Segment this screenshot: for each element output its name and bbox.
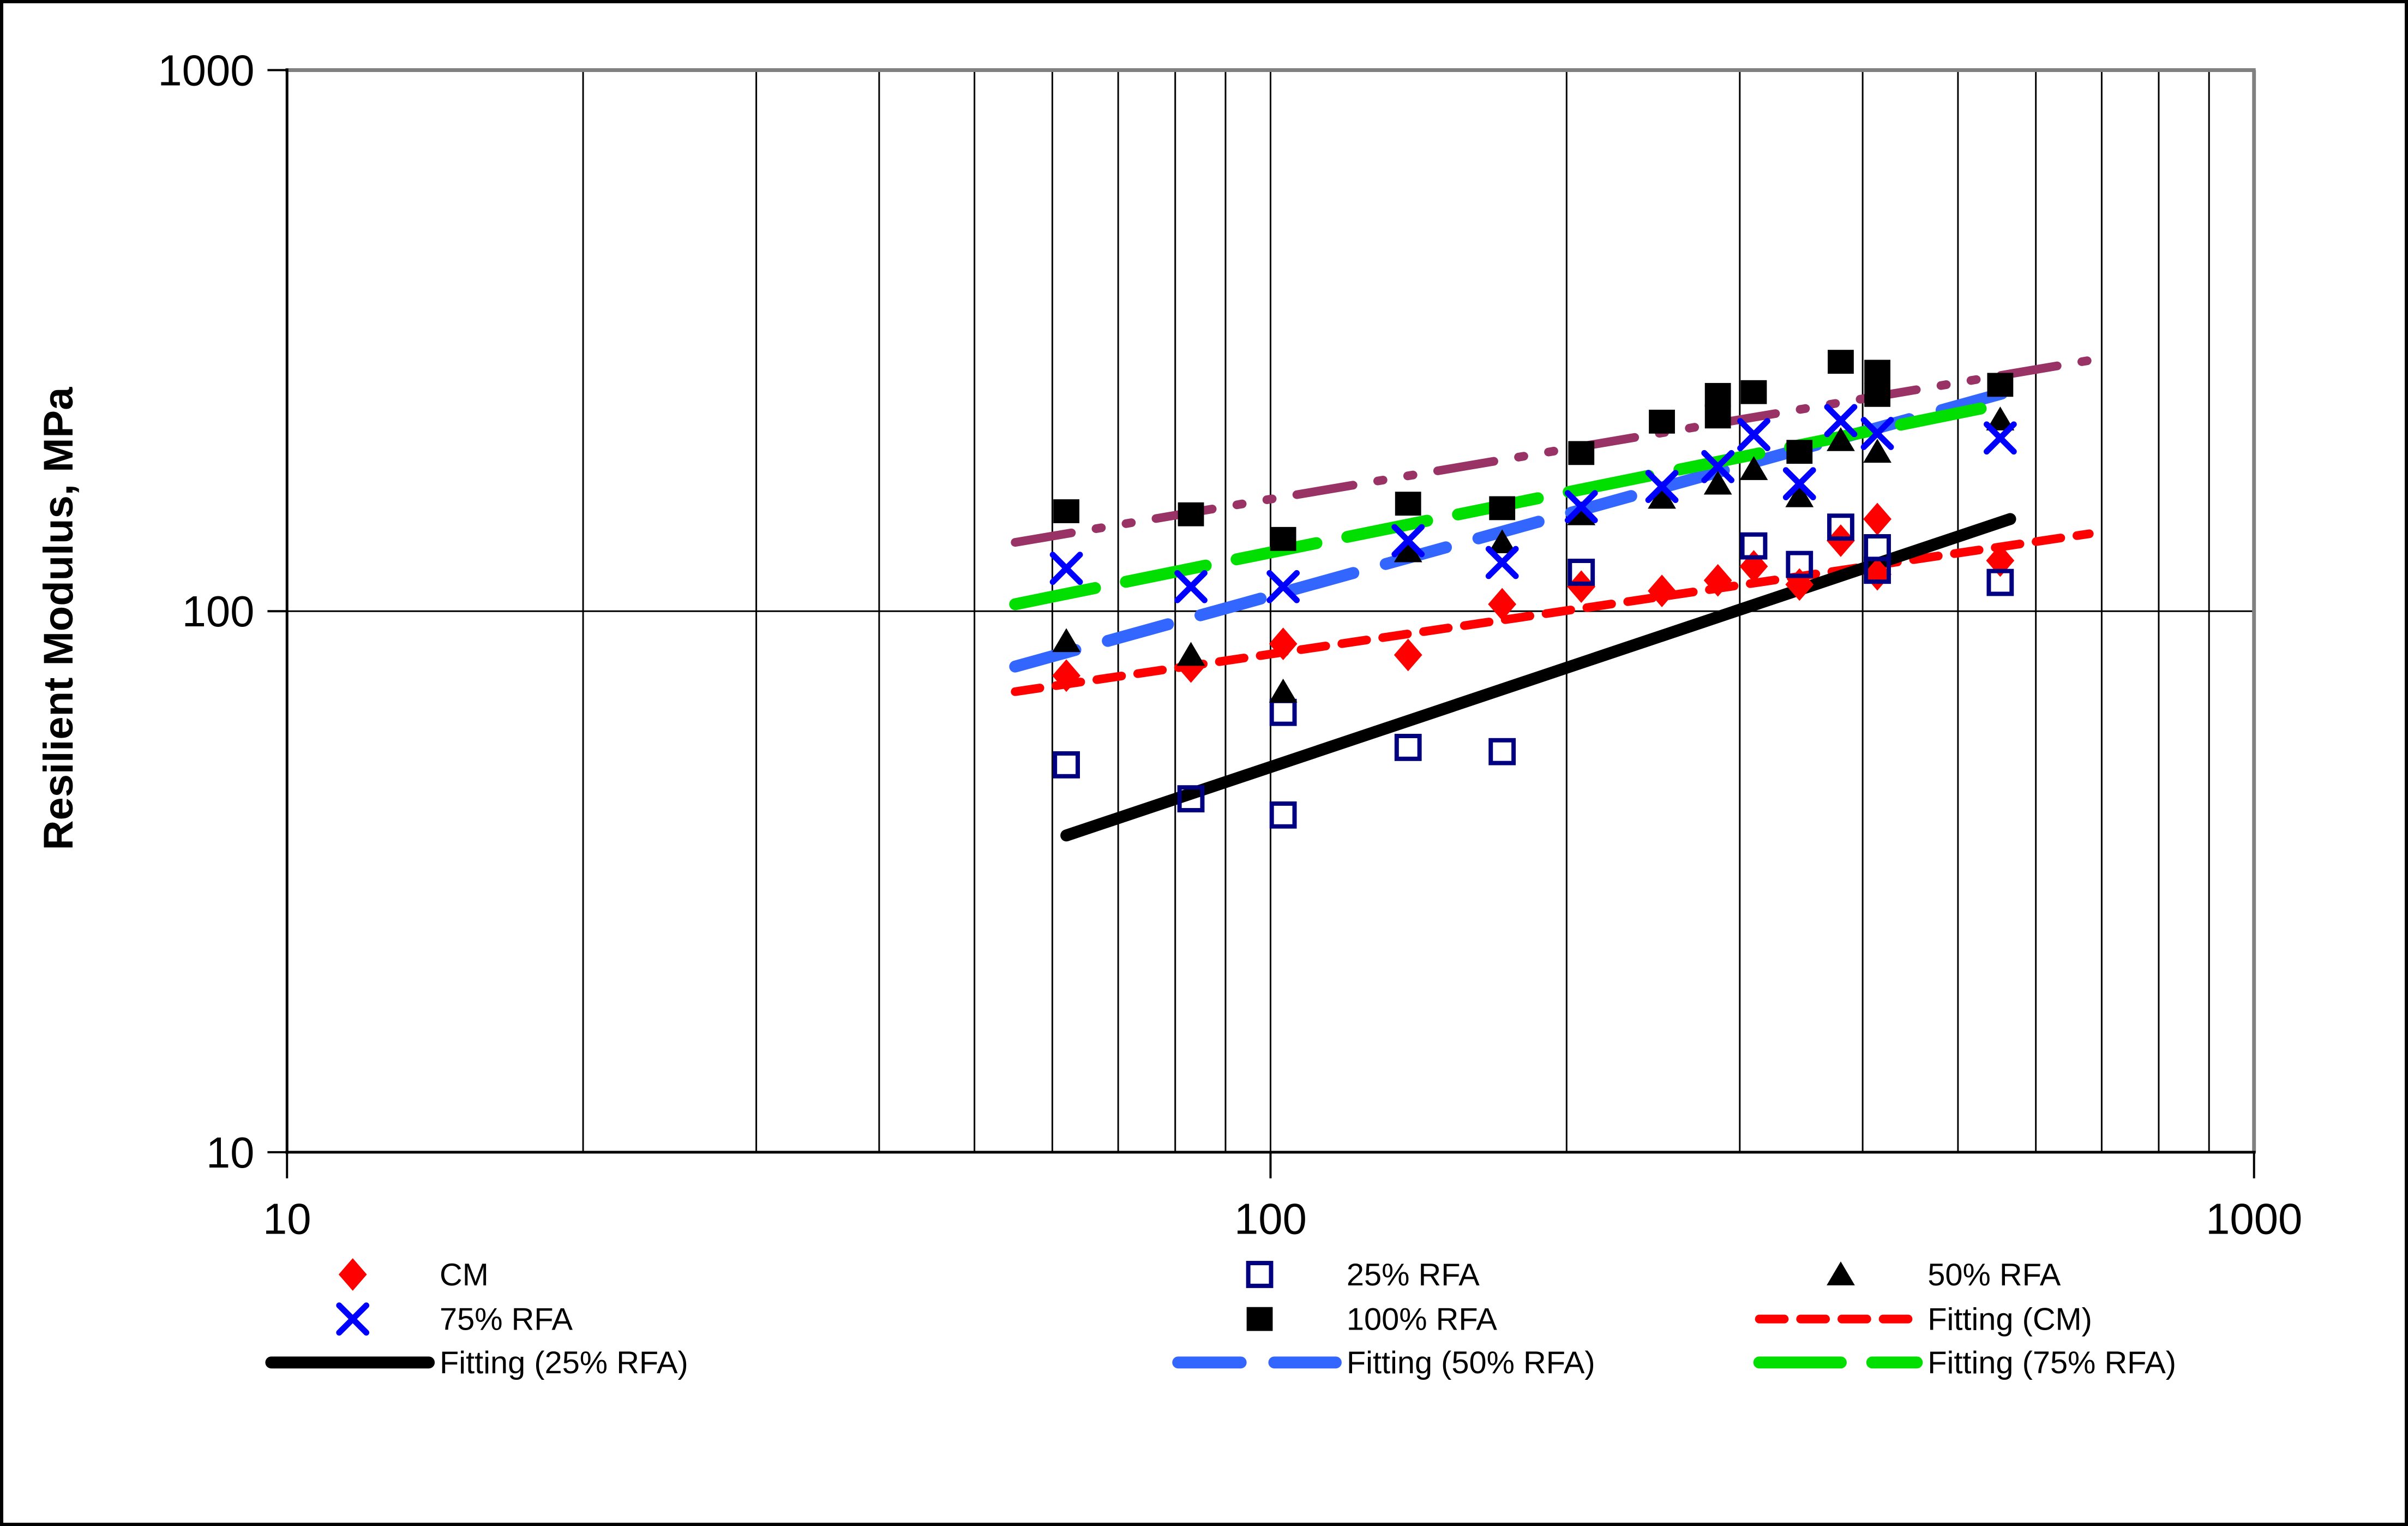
legend-swatch-75-rfa — [336, 1302, 370, 1336]
legend-swatch-50-rfa — [1827, 1261, 1855, 1285]
marker-100-rfa — [1786, 440, 1813, 464]
marker-25-rfa — [1394, 734, 1422, 761]
marker-25-rfa — [1269, 698, 1297, 726]
marker-75-rfa — [1174, 570, 1208, 603]
marker-100-rfa — [1178, 502, 1204, 526]
marker-50-rfa — [1052, 628, 1080, 653]
marker-25-rfa — [1488, 738, 1516, 765]
legend-label-25-rfa: 25% RFA — [1347, 1258, 1480, 1292]
legend-label-cm: CM — [440, 1258, 489, 1292]
marker-50-rfa — [1488, 529, 1517, 554]
marker-50-rfa — [1785, 483, 1814, 507]
marker-100-rfa — [1740, 380, 1767, 404]
marker-50-rfa — [1269, 678, 1298, 703]
marker-100-rfa — [1864, 382, 1890, 407]
y-tick-label-100: 100 — [182, 587, 255, 636]
legend-swatch-100-rfa — [1246, 1307, 1273, 1331]
marker-100-rfa — [1053, 499, 1080, 523]
fit-line-fitting-100-rfa- — [1011, 355, 2100, 547]
marker-50-rfa — [1986, 406, 2015, 430]
legend-swatch-25-rfa — [1246, 1261, 1274, 1288]
marker-75-rfa — [1391, 524, 1425, 558]
marker-75-rfa — [1266, 570, 1300, 603]
marker-50-rfa — [1394, 538, 1422, 562]
marker-50-rfa — [1863, 439, 1891, 463]
marker-25-rfa — [1740, 532, 1768, 560]
marker-75-rfa — [1701, 450, 1735, 483]
marker-50-rfa — [1703, 470, 1732, 495]
legend-label-50-rfa: 50% RFA — [1927, 1258, 2061, 1292]
legend-label-100-rfa: 100% RFA — [1347, 1302, 1498, 1337]
marker-100-rfa — [1828, 350, 1854, 374]
marker-75-rfa — [1737, 418, 1770, 451]
x-tick-label-1000: 1000 — [2206, 1194, 2302, 1243]
x-tick-label-100: 100 — [1234, 1194, 1307, 1243]
marker-50-rfa — [1827, 427, 1855, 451]
y-tick-label-10: 10 — [206, 1128, 255, 1177]
legend-label-75-rfa: 75% RFA — [440, 1302, 573, 1337]
marker-25-rfa — [1986, 568, 2014, 596]
marker-100-rfa — [1649, 409, 1675, 434]
marker-25-rfa — [1864, 556, 1891, 584]
marker-50-rfa — [1176, 642, 1205, 666]
marker-100-rfa — [1395, 492, 1421, 516]
marker-50-rfa — [1648, 484, 1676, 509]
fit-line-fitting-25-rfa- — [1060, 513, 2016, 842]
marker-100-rfa — [1568, 441, 1595, 465]
marker-100-rfa — [1270, 526, 1296, 551]
marker-50-rfa — [1739, 456, 1768, 480]
marker-cm — [1863, 502, 1891, 536]
marker-75-rfa — [1860, 417, 1894, 450]
marker-50-rfa — [1567, 501, 1596, 525]
marker-75-rfa — [1782, 467, 1816, 500]
marker-25-rfa — [1827, 513, 1854, 541]
marker-25-rfa — [1177, 785, 1205, 813]
marker-100-rfa — [1704, 404, 1731, 429]
marker-75-rfa — [1645, 470, 1679, 504]
marker-75-rfa — [1485, 546, 1519, 579]
x-tick-label-10: 10 — [263, 1194, 311, 1243]
legend-label-fitting-25-rfa-: Fitting (25% RFA) — [440, 1345, 688, 1380]
marker-75-rfa — [1824, 404, 1858, 438]
marker-25-rfa — [1568, 559, 1595, 586]
marker-cm — [1567, 570, 1596, 603]
marker-100-rfa — [1864, 360, 1890, 384]
marker-cm — [1648, 575, 1676, 607]
marker-cm — [1394, 638, 1422, 672]
marker-25-rfa — [1269, 801, 1297, 829]
marker-100-rfa — [1987, 373, 2014, 397]
marker-75-rfa — [1983, 421, 2017, 455]
marker-100-rfa — [1704, 382, 1731, 407]
legend-label-fitting-cm-: Fitting (CM) — [1927, 1302, 2092, 1337]
marker-100-rfa — [1489, 496, 1516, 520]
marker-cm — [1052, 659, 1080, 692]
resilient-modulus-chart: 10 100 1000 10 100 1000 CM 25% RFA 50% RFA 75% RF… — [158, 46, 2302, 1380]
y-tick-label-1000: 1000 — [158, 46, 254, 94]
legend-label-fitting-50-rfa-: Fitting (50% RFA) — [1347, 1345, 1595, 1380]
marker-75-rfa — [1564, 490, 1598, 524]
legend-label-fitting-75-rfa-: Fitting (75% RFA) — [1927, 1345, 2176, 1380]
marker-75-rfa — [1049, 552, 1083, 585]
marker-25-rfa — [1053, 751, 1080, 779]
legend-swatch-cm — [338, 1258, 367, 1291]
marker-25-rfa — [1786, 550, 1813, 578]
